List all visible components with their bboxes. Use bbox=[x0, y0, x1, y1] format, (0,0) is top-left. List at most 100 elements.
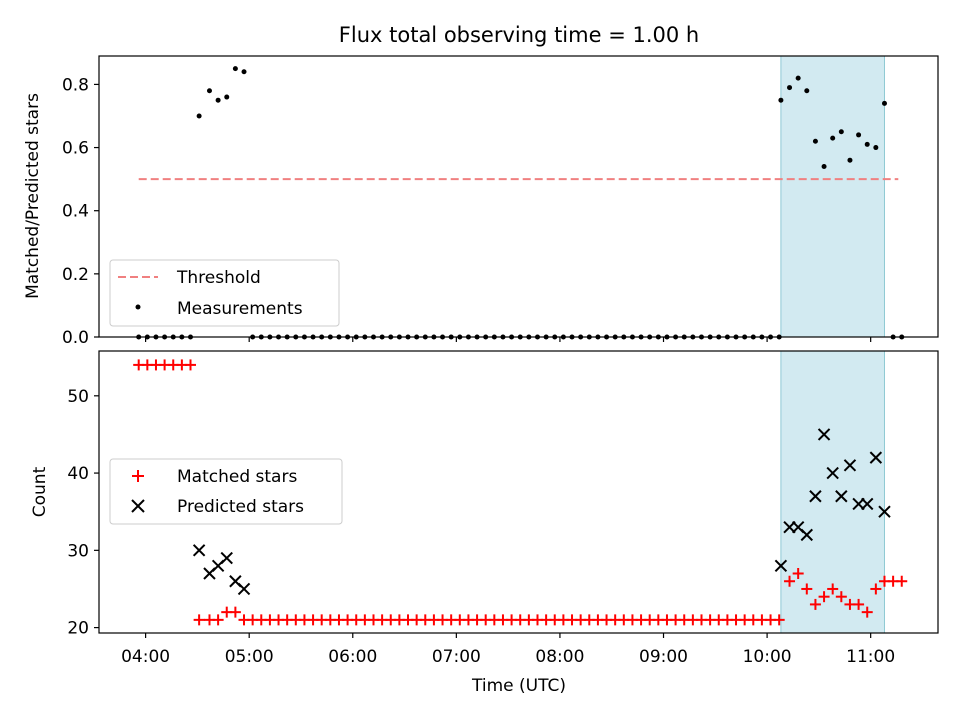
predicted-legend-marker bbox=[131, 499, 145, 513]
top-ytick-label: 0.0 bbox=[62, 328, 89, 348]
x-stroke-b bbox=[237, 582, 251, 596]
bottom-xtick-label: 06:00 bbox=[328, 647, 377, 667]
matched-stars-point bbox=[896, 575, 908, 587]
bottom-xtick-label: 05:00 bbox=[225, 647, 274, 667]
x-stroke-b bbox=[861, 497, 874, 511]
x-stroke-b bbox=[826, 466, 839, 480]
measurement-point bbox=[232, 66, 238, 72]
bottom-xtick-label: 10:00 bbox=[743, 647, 792, 667]
predicted-stars-point bbox=[800, 528, 814, 542]
top-ytick-label: 0.6 bbox=[62, 139, 89, 159]
measurement-point bbox=[838, 129, 844, 135]
bottom-panel: 20 30 40 50 04:00 05:00 06:00 07:00 08:00 09:00 1… bbox=[30, 337, 939, 696]
measurements-legend-marker bbox=[135, 304, 141, 310]
matched-legend-label: Matched stars bbox=[177, 467, 297, 487]
x-stroke-b bbox=[800, 528, 814, 542]
measurement-point bbox=[224, 94, 230, 100]
matched-stars-point bbox=[870, 583, 882, 595]
measurement-point bbox=[241, 69, 247, 75]
bottom-ytick-label: 40 bbox=[67, 464, 89, 484]
matched-stars-point bbox=[773, 614, 785, 626]
top-plot-frame bbox=[98, 55, 939, 338]
bottom-xlabel: Time (UTC) bbox=[471, 676, 566, 696]
measurement-point bbox=[830, 135, 836, 141]
predicted-stars-point bbox=[192, 544, 206, 557]
measurement-point bbox=[864, 141, 870, 147]
bottom-ytick-label: 20 bbox=[67, 619, 89, 639]
top-legend: Threshold Measurements bbox=[109, 259, 340, 327]
top-ytick-label: 0.8 bbox=[62, 75, 89, 95]
bottom-plot-frame bbox=[98, 350, 939, 634]
x-stroke-b bbox=[229, 575, 242, 588]
top-ytick-label: 0.4 bbox=[62, 202, 89, 222]
matched-stars-point bbox=[809, 598, 821, 610]
predicted-stars-point bbox=[809, 490, 822, 503]
matched-stars-point bbox=[801, 583, 813, 595]
x-stroke-b bbox=[835, 490, 848, 503]
threshold-legend-label: Threshold bbox=[176, 268, 261, 288]
measurement-point bbox=[795, 75, 801, 81]
matched-stars-point bbox=[827, 583, 839, 595]
predicted-stars-point bbox=[835, 490, 848, 503]
matched-stars-point bbox=[861, 606, 873, 618]
x-stroke-b bbox=[809, 490, 822, 503]
matched-stars-point bbox=[835, 591, 847, 603]
matched-stars-point bbox=[792, 568, 804, 580]
x-stroke-b bbox=[192, 544, 206, 557]
measurement-point bbox=[821, 164, 827, 170]
matched-stars-point bbox=[818, 591, 830, 603]
top-panel: 0.00.20.40.60.8 Matched/Predicted stars … bbox=[23, 55, 939, 348]
measurement-point bbox=[804, 88, 810, 94]
predicted-stars-point bbox=[220, 551, 233, 565]
measurement-point bbox=[856, 132, 862, 138]
matched-legend-marker bbox=[132, 470, 144, 482]
predicted-stars-point bbox=[861, 497, 874, 511]
top-highlight-span bbox=[780, 55, 885, 338]
bottom-points-layer bbox=[133, 359, 908, 626]
x-stroke-b bbox=[774, 559, 788, 572]
figure-title: Flux total observing time = 1.00 h bbox=[339, 23, 699, 47]
measurement-point bbox=[196, 113, 202, 119]
bottom-ytick-label: 30 bbox=[67, 541, 89, 561]
predicted-stars-point bbox=[869, 451, 883, 464]
bottom-x-ticks: 04:00 05:00 06:00 07:00 08:00 09:00 10:00 11:00 bbox=[121, 337, 895, 667]
matched-stars-point bbox=[193, 614, 205, 626]
predicted-stars-point bbox=[843, 459, 857, 472]
bottom-ylabel: Count bbox=[30, 466, 50, 517]
bottom-xtick-label: 08:00 bbox=[535, 647, 584, 667]
measurement-point bbox=[873, 145, 879, 151]
predicted-stars-point bbox=[237, 582, 251, 596]
matched-stars-point bbox=[853, 598, 865, 610]
bottom-ytick-label: 50 bbox=[67, 387, 89, 407]
measurement-point bbox=[881, 100, 887, 106]
x-stroke-b bbox=[220, 551, 233, 565]
x-stroke-b bbox=[869, 451, 883, 464]
x-stroke-b bbox=[791, 520, 805, 534]
measurement-point bbox=[215, 97, 221, 103]
bottom-xtick-label: 07:00 bbox=[432, 647, 481, 667]
bottom-xtick-label: 04:00 bbox=[121, 647, 170, 667]
bottom-legend: Matched stars Predicted stars bbox=[109, 458, 343, 525]
matched-stars-point bbox=[229, 606, 241, 618]
matched-stars-point bbox=[184, 359, 196, 371]
predicted-stars-point bbox=[826, 466, 839, 480]
measurement-point bbox=[787, 85, 793, 91]
top-ylabel: Matched/Predicted stars bbox=[23, 93, 43, 299]
bottom-xtick-label: 11:00 bbox=[846, 647, 895, 667]
x-stroke-b bbox=[817, 428, 831, 441]
bottom-y-ticks: 20 30 40 50 bbox=[67, 387, 99, 639]
top-y-ticks: 0.0 0.2 0.4 0.6 0.8 bbox=[62, 75, 99, 348]
x-stroke-b bbox=[878, 505, 891, 518]
measurement-point bbox=[812, 138, 818, 144]
measurements-legend-label: Measurements bbox=[177, 299, 303, 319]
matched-stars-point bbox=[212, 614, 224, 626]
matched-stars-point bbox=[784, 575, 796, 587]
predicted-legend-label: Predicted stars bbox=[177, 497, 304, 517]
measurement-point bbox=[206, 88, 212, 94]
top-legend-box bbox=[109, 259, 340, 327]
measurement-point bbox=[778, 97, 784, 103]
predicted-stars-point bbox=[774, 559, 788, 572]
predicted-stars-point bbox=[817, 428, 831, 441]
bottom-xtick-label: 09:00 bbox=[639, 647, 688, 667]
